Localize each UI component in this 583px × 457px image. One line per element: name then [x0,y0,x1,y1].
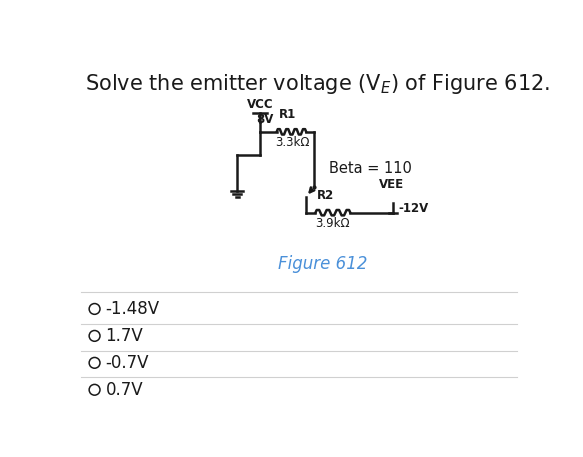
Text: 8V: 8V [256,113,273,126]
Text: Solve the emitter voltage (V$_E$) of Figure 612.: Solve the emitter voltage (V$_E$) of Fig… [85,72,550,96]
Text: -0.7V: -0.7V [106,354,149,372]
Text: -1.48V: -1.48V [106,300,160,318]
Text: Beta = 110: Beta = 110 [329,161,412,176]
Text: Figure 612: Figure 612 [278,255,368,273]
Text: 1.7V: 1.7V [106,327,143,345]
Text: 0.7V: 0.7V [106,381,143,399]
Text: R2: R2 [317,189,334,202]
Text: 3.9kΩ: 3.9kΩ [315,217,350,229]
Text: VEE: VEE [379,178,404,191]
Text: R1: R1 [279,108,296,121]
Text: 3.3kΩ: 3.3kΩ [275,137,310,149]
Text: -12V: -12V [398,202,429,215]
Text: VCC: VCC [247,98,274,111]
